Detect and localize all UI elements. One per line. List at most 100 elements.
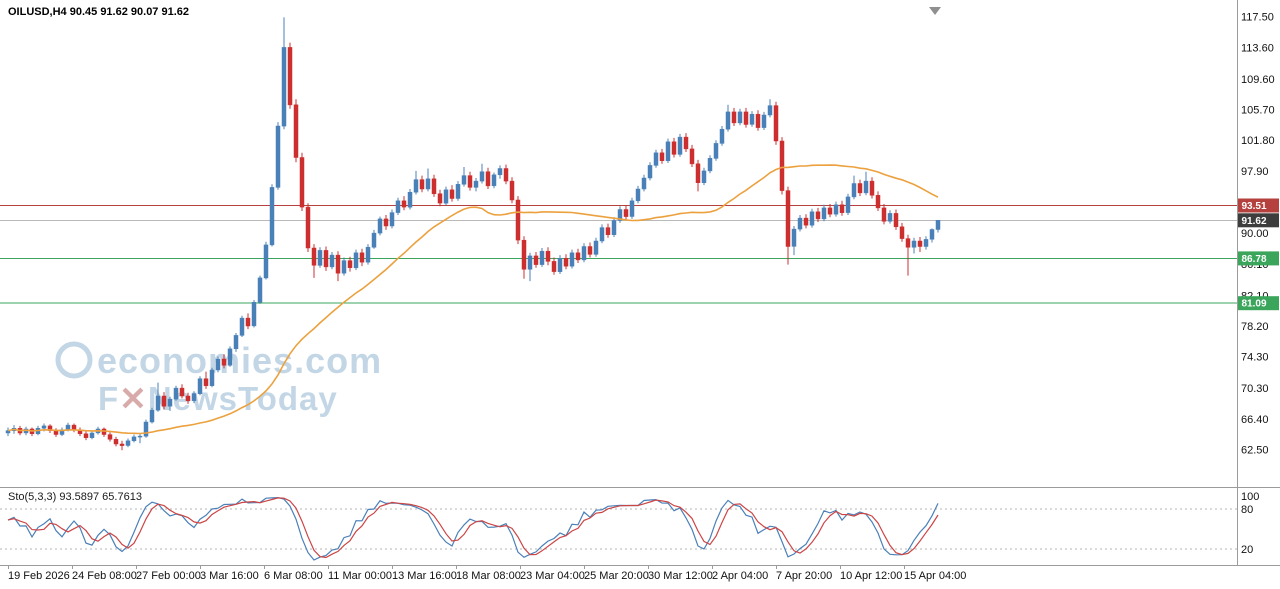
candle xyxy=(521,236,527,279)
candle xyxy=(563,254,569,270)
watermark: economies.com F✕NewsToday xyxy=(55,340,382,417)
svg-text:81.09: 81.09 xyxy=(1242,299,1267,310)
candle xyxy=(767,99,773,118)
moving-average-line xyxy=(7,164,939,435)
watermark-subbrand-text: F✕NewsToday xyxy=(98,380,338,417)
candle xyxy=(215,356,221,373)
price-tick-label: 97.90 xyxy=(1241,166,1269,178)
watermark-brand-text: economies.com xyxy=(97,340,382,381)
candle xyxy=(89,430,95,440)
candle xyxy=(395,197,401,215)
candle xyxy=(581,243,587,263)
candle xyxy=(371,229,377,249)
price-tick-label: 117.50 xyxy=(1241,12,1274,24)
time-axis[interactable]: 19 Feb 2026 24 Feb 08:00 27 Feb 00:00 3 Mar… xyxy=(8,565,966,582)
candle xyxy=(803,214,809,229)
time-axis-label: 25 Mar 20:00 xyxy=(584,570,649,582)
price-badge-91.62[interactable]: 91.62 xyxy=(1238,213,1279,228)
candle xyxy=(647,162,653,181)
candle xyxy=(749,111,755,127)
candle xyxy=(293,99,299,163)
price-badge-81.09[interactable]: 81.09 xyxy=(1238,296,1279,311)
candle xyxy=(839,200,845,216)
time-axis-label: 24 Feb 08:00 xyxy=(72,570,137,582)
candle xyxy=(791,226,797,256)
candle xyxy=(713,140,719,161)
candle xyxy=(587,242,593,258)
price-badge-86.78[interactable]: 86.78 xyxy=(1238,251,1279,266)
candle xyxy=(419,175,425,193)
candle xyxy=(857,179,863,197)
candle xyxy=(503,164,509,185)
candle xyxy=(845,193,851,215)
price-badge-93.51[interactable]: 93.51 xyxy=(1238,198,1279,213)
time-axis-label: 10 Apr 12:00 xyxy=(840,570,902,582)
candle xyxy=(329,252,335,270)
candle xyxy=(251,300,257,328)
candle xyxy=(179,384,185,399)
chart-shift-marker-icon[interactable] xyxy=(929,7,941,15)
candle xyxy=(539,248,545,267)
candle xyxy=(287,42,293,109)
candle xyxy=(389,209,395,229)
sto-scale-label: 20 xyxy=(1241,544,1253,556)
candle xyxy=(629,197,635,219)
candle xyxy=(137,433,143,444)
candle xyxy=(617,206,623,223)
candle xyxy=(161,392,167,410)
candle xyxy=(377,216,383,236)
candle xyxy=(923,236,929,250)
candle xyxy=(641,174,647,192)
candle xyxy=(485,167,491,189)
candle xyxy=(899,222,905,242)
time-axis-label: 2 Apr 04:00 xyxy=(712,570,768,582)
sto-scale-label: 80 xyxy=(1241,504,1253,516)
candle xyxy=(719,126,725,146)
price-tick-label: 105.70 xyxy=(1241,105,1275,117)
candle xyxy=(119,440,125,451)
candle xyxy=(437,189,443,207)
time-axis-label: 27 Feb 00:00 xyxy=(136,570,201,582)
candle xyxy=(425,168,431,192)
candle xyxy=(149,407,155,424)
candle xyxy=(743,107,749,128)
candle xyxy=(323,246,329,271)
price-tick-label: 66.40 xyxy=(1241,414,1269,426)
price-tick-label: 78.20 xyxy=(1241,321,1269,333)
candle xyxy=(467,171,473,191)
candle xyxy=(353,249,359,271)
candle xyxy=(869,177,875,199)
candle xyxy=(221,354,227,369)
candle xyxy=(401,196,407,211)
candle xyxy=(311,244,317,278)
time-axis-label: 30 Mar 12:00 xyxy=(648,570,713,582)
candle xyxy=(779,137,785,195)
candle xyxy=(689,144,695,167)
candle xyxy=(773,101,779,145)
candle xyxy=(491,172,497,189)
candle xyxy=(443,186,449,206)
candle xyxy=(455,181,461,201)
candle xyxy=(761,111,767,130)
candle xyxy=(701,167,707,186)
candle xyxy=(545,247,551,266)
candle xyxy=(785,186,791,265)
sto-main-line xyxy=(7,496,939,561)
candle xyxy=(755,110,761,131)
candle xyxy=(413,170,419,195)
price-axis[interactable]: 117.50 113.60 109.60 105.70 101.80 97.90 90.00… xyxy=(1238,12,1279,457)
price-tick-label: 70.30 xyxy=(1241,383,1269,395)
candle xyxy=(863,171,869,196)
candle xyxy=(479,163,485,184)
candle xyxy=(233,333,239,352)
candle xyxy=(911,237,917,254)
candle xyxy=(797,215,803,232)
candle xyxy=(929,228,935,243)
candle xyxy=(611,217,617,237)
candle xyxy=(737,108,743,126)
candle xyxy=(725,104,731,132)
candle xyxy=(935,220,941,233)
candle xyxy=(449,185,455,202)
